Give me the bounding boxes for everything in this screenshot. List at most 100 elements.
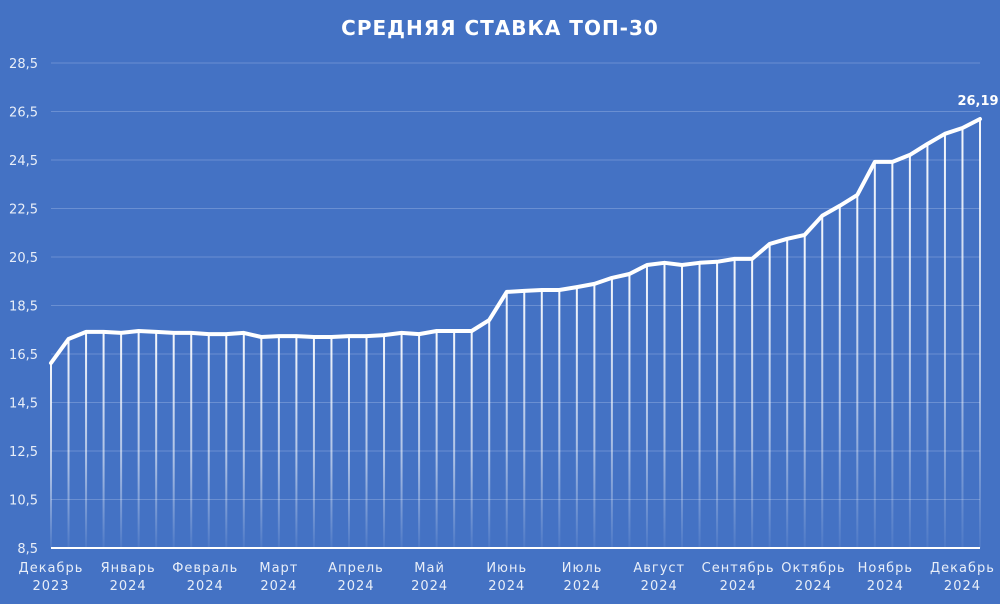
drop-line xyxy=(751,258,754,548)
drop-line xyxy=(67,338,70,548)
drop-line xyxy=(523,290,526,548)
drop-line xyxy=(540,289,543,548)
drop-line xyxy=(979,119,981,548)
drop-line xyxy=(418,334,421,548)
x-tick-month: Март xyxy=(259,561,298,576)
x-tick-year: 2024 xyxy=(187,579,224,594)
x-tick-month: Июль xyxy=(562,561,603,576)
y-axis-labels: 8,5 10,5 12,5 14,5 16,5 18,5 20,5 22,5 24,5 26,5 2… xyxy=(9,57,38,557)
drop-line xyxy=(435,330,438,548)
drop-line xyxy=(593,283,596,548)
x-tick-month: Ноябрь xyxy=(858,561,913,576)
drop-line xyxy=(558,289,561,548)
x-tick-month: Октябрь xyxy=(781,561,845,576)
drop-line xyxy=(470,330,473,548)
x-tick-year: 2023 xyxy=(32,579,69,594)
x-tick-month: Январь xyxy=(101,561,156,576)
y-tick-label: 8,5 xyxy=(17,542,38,557)
y-tick-label: 14,5 xyxy=(9,397,38,412)
y-tick-label: 18,5 xyxy=(9,300,38,315)
x-tick-year: 2024 xyxy=(564,579,601,594)
y-tick-label: 22,5 xyxy=(9,203,38,218)
drop-line xyxy=(943,133,946,548)
drop-line xyxy=(786,238,789,548)
x-tick-year: 2024 xyxy=(795,579,832,594)
drop-line xyxy=(926,143,929,548)
drop-line xyxy=(50,362,52,548)
drop-line xyxy=(698,262,701,548)
drop-line xyxy=(137,330,140,548)
drop-line xyxy=(873,161,876,548)
drop-line xyxy=(207,334,210,548)
drop-line xyxy=(330,337,333,548)
y-tick-label: 24,5 xyxy=(9,154,38,169)
drop-line xyxy=(347,336,350,548)
drop-line xyxy=(961,127,964,549)
drop-line xyxy=(733,258,736,548)
drop-line xyxy=(628,273,631,548)
x-tick-month: Июнь xyxy=(486,561,527,576)
drop-lines xyxy=(50,119,981,549)
x-tick-year: 2024 xyxy=(488,579,525,594)
drop-line xyxy=(663,262,666,548)
drop-line xyxy=(681,265,684,548)
drop-line xyxy=(120,332,123,548)
x-tick-year: 2024 xyxy=(720,579,757,594)
y-tick-label: 20,5 xyxy=(9,251,38,266)
drop-line xyxy=(365,336,368,548)
last-value-label: 26,19 xyxy=(957,94,998,109)
chart-title: СРЕДНЯЯ СТАВКА ТОП-30 xyxy=(341,16,659,40)
y-tick-label: 26,5 xyxy=(9,106,38,121)
drop-line xyxy=(716,261,719,548)
x-tick-year: 2024 xyxy=(944,579,981,594)
drop-line xyxy=(260,337,263,548)
drop-line xyxy=(838,205,841,548)
x-tick-year: 2024 xyxy=(110,579,147,594)
y-tick-label: 12,5 xyxy=(9,445,38,460)
drop-line xyxy=(225,334,228,548)
x-tick-year: 2024 xyxy=(867,579,904,594)
x-axis-labels: Декабрь 2023 Январь 2024 Февраль 2024 Март 2024… xyxy=(19,561,995,594)
drop-line xyxy=(400,332,403,548)
drop-line xyxy=(505,291,508,548)
x-tick-year: 2024 xyxy=(411,579,448,594)
drop-line xyxy=(908,154,911,548)
drop-line xyxy=(242,332,245,548)
gridlines xyxy=(51,62,980,500)
drop-line xyxy=(768,243,771,548)
x-tick-month: Апрель xyxy=(328,561,384,576)
drop-line xyxy=(312,337,315,548)
drop-line xyxy=(488,320,491,548)
drop-line xyxy=(277,336,280,548)
drop-line xyxy=(891,161,894,548)
x-tick-month: Август xyxy=(633,561,685,576)
drop-line xyxy=(453,330,456,548)
x-tick-month: Декабрь xyxy=(19,561,84,576)
drop-line xyxy=(575,287,578,548)
drop-line xyxy=(821,215,824,548)
x-tick-month: Сентябрь xyxy=(702,561,775,576)
y-tick-label: 28,5 xyxy=(9,57,38,72)
x-tick-month: Февраль xyxy=(172,561,238,576)
drop-line xyxy=(102,331,105,548)
x-tick-year: 2024 xyxy=(337,579,374,594)
drop-line xyxy=(645,265,648,548)
y-tick-label: 16,5 xyxy=(9,348,38,363)
x-tick-year: 2024 xyxy=(641,579,678,594)
drop-line xyxy=(155,331,158,548)
y-tick-label: 10,5 xyxy=(9,494,38,509)
drop-line xyxy=(383,335,386,548)
drop-line xyxy=(610,277,613,548)
x-tick-month: Декабрь xyxy=(930,561,995,576)
drop-line xyxy=(190,332,193,548)
x-tick-year: 2024 xyxy=(260,579,297,594)
drop-line xyxy=(85,331,88,548)
drop-line xyxy=(295,336,298,548)
data-labels: 26,19 xyxy=(957,94,998,109)
drop-line xyxy=(856,194,859,549)
drop-line xyxy=(172,332,175,548)
series-line xyxy=(49,117,982,365)
drop-line xyxy=(803,234,806,548)
x-tick-month: Май xyxy=(414,561,445,576)
